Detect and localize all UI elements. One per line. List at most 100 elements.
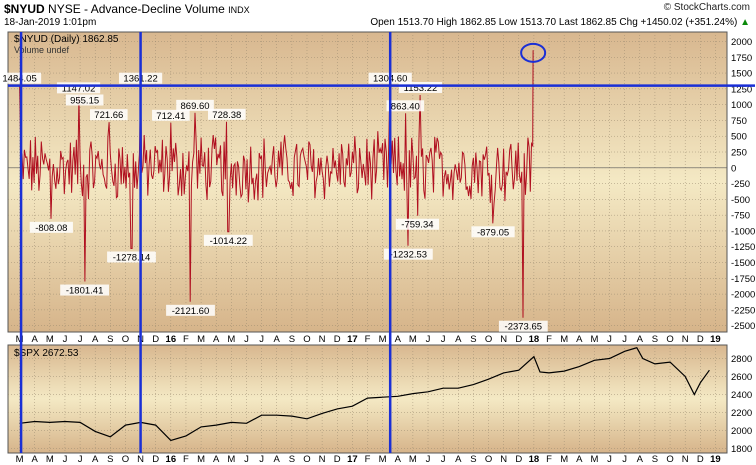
value-label: -2121.60 <box>172 306 210 317</box>
value-label-bg <box>395 218 440 230</box>
chart-date: 18-Jan-2019 1:01pm <box>4 17 97 28</box>
spx-x-tick-label: N <box>682 454 689 465</box>
spx-y-tick-label: 1800 <box>731 444 752 455</box>
nyud-x-tick-label: A <box>395 334 402 345</box>
value-label: -1232.53 <box>390 250 428 261</box>
value-label-bg <box>90 109 128 121</box>
spx-x-tick-label: J <box>78 454 83 465</box>
nyud-x-tick-label: A <box>213 334 220 345</box>
value-label: 869.60 <box>181 101 210 112</box>
up-arrow-icon: ▲ <box>740 17 750 28</box>
spx-x-tick-label: M <box>590 454 598 465</box>
spx-x-tick-label: F <box>183 454 189 465</box>
spx-x-tick-label: 18 <box>529 454 540 465</box>
spx-x-tick-label: M <box>409 454 417 465</box>
spx-y-tick-label: 2600 <box>731 372 752 383</box>
value-label-bg <box>56 82 101 94</box>
nyud-x-tick-label: 16 <box>166 334 177 345</box>
value-label-bg <box>208 108 246 120</box>
nyud-x-tick-label: D <box>697 334 704 345</box>
spx-x-tick-label: D <box>334 454 341 465</box>
value-label-bg <box>176 99 214 111</box>
nyud-y-tick-label: -500 <box>731 195 750 206</box>
nyud-x-tick-label: J <box>259 334 264 345</box>
spx-x-tick-label: S <box>107 454 113 465</box>
spx-x-tick-label: A <box>395 454 402 465</box>
nyud-y-tick-label: -2000 <box>731 290 755 301</box>
nyud-x-tick-label: S <box>652 334 658 345</box>
chart-header: $NYUD NYSE - Advance-Decline Volume INDX… <box>0 0 756 32</box>
spx-x-tick-label: 16 <box>166 454 177 465</box>
nyud-x-tick-label: M <box>560 334 568 345</box>
spx-x-tick-label: D <box>515 454 522 465</box>
spx-x-tick-label: N <box>137 454 144 465</box>
symbol: $NYUD <box>4 2 45 16</box>
nyud-y-tick-label: 250 <box>731 148 747 159</box>
nyud-y-tick-label: -250 <box>731 179 750 190</box>
nyud-x-tick-label: J <box>63 334 68 345</box>
spx-x-tick-label: M <box>227 454 235 465</box>
nyud-x-tick-label: F <box>365 334 371 345</box>
chart-title: $NYUD NYSE - Advance-Decline Volume INDX <box>4 2 250 16</box>
spx-x-tick-label: S <box>289 454 295 465</box>
nyud-x-tick-label: N <box>500 334 507 345</box>
spx-x-tick-label: 17 <box>347 454 358 465</box>
spx-y-tick-label: 2400 <box>731 390 752 401</box>
value-label-bg <box>107 251 156 263</box>
spx-y-tick-label: 2800 <box>731 354 752 365</box>
spx-x-tick-label: A <box>455 454 462 465</box>
value-label: 712.41 <box>156 111 185 122</box>
nyud-y-tick-label: -2500 <box>731 321 755 332</box>
nyud-x-tick-label: M <box>379 334 387 345</box>
value-label: 1484.05 <box>2 74 36 85</box>
nyud-y-tick-label: -1000 <box>731 226 755 237</box>
nyud-x-tick-label: A <box>92 334 99 345</box>
nyud-x-tick-label: N <box>319 334 326 345</box>
nyud-x-tick-label: O <box>122 334 129 345</box>
value-label-bg <box>498 320 548 332</box>
spx-x-tick-label: 19 <box>710 454 721 465</box>
value-label: 955.15 <box>70 95 99 106</box>
volume-legend: Volume undef <box>14 45 70 55</box>
spx-x-tick-label: S <box>652 454 658 465</box>
spx-x-tick-label: A <box>213 454 220 465</box>
nyud-y-tick-label: -2250 <box>731 305 755 316</box>
value-label-bg <box>203 234 253 246</box>
value-label: -879.05 <box>477 227 509 238</box>
spx-x-tick-label: O <box>303 454 310 465</box>
nyud-x-tick-label: 18 <box>529 334 540 345</box>
spx-x-tick-label: O <box>666 454 673 465</box>
nyud-x-tick-label: J <box>78 334 83 345</box>
spx-x-tick-label: A <box>274 454 281 465</box>
spx-x-tick-label: S <box>470 454 476 465</box>
nyud-x-tick-label: M <box>409 334 417 345</box>
value-label: 863.40 <box>391 101 420 112</box>
nyud-legend: $NYUD (Daily) 1862.85 <box>14 34 119 45</box>
value-label-bg <box>471 226 515 238</box>
nyud-y-tick-label: 0 <box>731 163 736 174</box>
nyud-x-tick-label: F <box>183 334 189 345</box>
spx-y-tick-label: 2200 <box>731 408 752 419</box>
nyud-y-tick-label: -1250 <box>731 242 755 253</box>
value-label: -1801.41 <box>66 286 104 297</box>
value-label: -759.34 <box>401 220 433 231</box>
nyud-y-tick-label: 1250 <box>731 84 752 95</box>
nyud-y-tick-label: -750 <box>731 211 750 222</box>
exchange-name: NYSE - Advance-Decline Volume <box>48 2 225 16</box>
value-label-bg <box>65 94 104 106</box>
nyud-x-tick-label: M <box>16 334 24 345</box>
nyud-x-tick-label: D <box>515 334 522 345</box>
nyud-x-tick-label: M <box>197 334 205 345</box>
spx-y-tick-label: 2000 <box>731 426 752 437</box>
nyud-y-tick-label: 1000 <box>731 100 752 111</box>
nyud-x-tick-label: O <box>303 334 310 345</box>
spx-x-tick-label: M <box>16 454 24 465</box>
nyud-x-tick-label: A <box>274 334 281 345</box>
value-label: 728.38 <box>212 110 241 121</box>
value-label-bg <box>60 284 110 296</box>
nyud-x-tick-label: S <box>289 334 295 345</box>
nyud-x-tick-label: M <box>227 334 235 345</box>
spx-x-tick-label: A <box>92 454 99 465</box>
spx-x-tick-label: O <box>485 454 492 465</box>
